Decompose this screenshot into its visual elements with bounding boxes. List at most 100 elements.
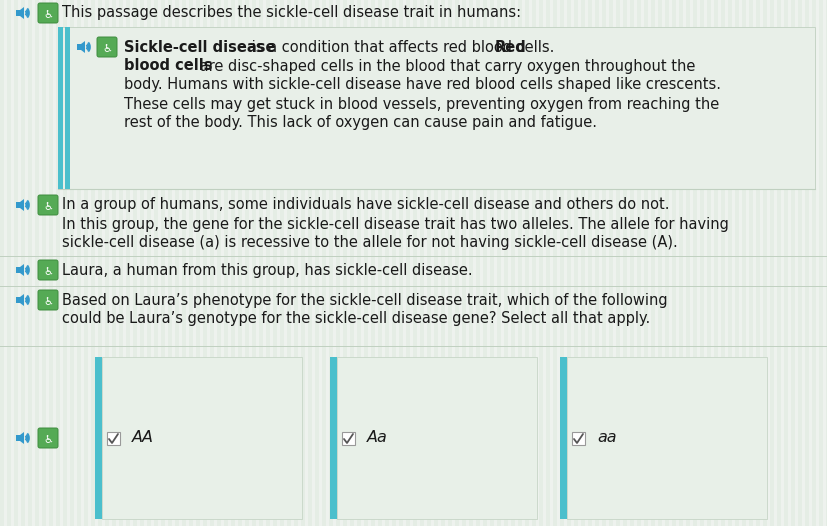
- Bar: [217, 0, 221, 526]
- FancyBboxPatch shape: [38, 290, 58, 310]
- Bar: [21, 0, 25, 526]
- Bar: [735, 0, 739, 526]
- FancyBboxPatch shape: [65, 27, 70, 189]
- Text: ♿: ♿: [43, 296, 53, 306]
- Bar: [56, 0, 60, 526]
- Bar: [679, 0, 682, 526]
- Bar: [700, 0, 704, 526]
- Bar: [112, 0, 116, 526]
- Text: could be Laura’s genotype for the sickle-cell disease gene? Select all that appl: could be Laura’s genotype for the sickle…: [62, 311, 650, 327]
- FancyBboxPatch shape: [342, 431, 355, 444]
- Text: These cells may get stuck in blood vessels, preventing oxygen from reaching the: These cells may get stuck in blood vesse…: [124, 96, 719, 112]
- Bar: [574, 0, 577, 526]
- Bar: [441, 0, 444, 526]
- Bar: [581, 0, 585, 526]
- Bar: [532, 0, 536, 526]
- Text: body. Humans with sickle-cell disease have red blood cells shaped like crescents: body. Humans with sickle-cell disease ha…: [124, 77, 721, 93]
- FancyBboxPatch shape: [567, 357, 767, 519]
- Text: AA: AA: [132, 430, 154, 446]
- Text: ♿: ♿: [43, 201, 53, 211]
- FancyBboxPatch shape: [337, 357, 537, 519]
- Bar: [154, 0, 157, 526]
- Text: are disc-shaped cells in the blood that carry oxygen throughout the: are disc-shaped cells in the blood that …: [195, 58, 696, 74]
- Bar: [686, 0, 690, 526]
- Text: is a condition that affects red blood cells.: is a condition that affects red blood ce…: [246, 39, 558, 55]
- Bar: [497, 0, 500, 526]
- Bar: [196, 0, 199, 526]
- FancyBboxPatch shape: [560, 357, 567, 519]
- Bar: [672, 0, 676, 526]
- Text: Based on Laura’s phenotype for the sickle-cell disease trait, which of the follo: Based on Laura’s phenotype for the sickl…: [62, 292, 667, 308]
- Bar: [595, 0, 599, 526]
- Text: blood cells: blood cells: [124, 58, 213, 74]
- Text: Laura, a human from this group, has sickle-cell disease.: Laura, a human from this group, has sick…: [62, 262, 472, 278]
- Bar: [819, 0, 823, 526]
- Bar: [476, 0, 480, 526]
- Bar: [805, 0, 809, 526]
- Bar: [203, 0, 207, 526]
- FancyBboxPatch shape: [572, 431, 585, 444]
- Bar: [140, 0, 144, 526]
- Bar: [63, 0, 66, 526]
- Text: sickle-cell disease (a) is recessive to the allele for not having sickle-cell di: sickle-cell disease (a) is recessive to …: [62, 236, 678, 250]
- Bar: [693, 0, 696, 526]
- Text: Red: Red: [495, 39, 527, 55]
- Text: ♿: ♿: [43, 434, 53, 444]
- Bar: [651, 0, 654, 526]
- Bar: [609, 0, 613, 526]
- Bar: [35, 0, 39, 526]
- Text: rest of the body. This lack of oxygen can cause pain and fatigue.: rest of the body. This lack of oxygen ca…: [124, 116, 597, 130]
- FancyBboxPatch shape: [58, 27, 815, 189]
- Bar: [273, 0, 276, 526]
- Bar: [644, 0, 648, 526]
- Bar: [756, 0, 759, 526]
- Bar: [91, 0, 94, 526]
- Bar: [350, 0, 353, 526]
- Bar: [385, 0, 389, 526]
- Polygon shape: [77, 41, 85, 53]
- Bar: [378, 0, 381, 526]
- Text: In a group of humans, some individuals have sickle-cell disease and others do no: In a group of humans, some individuals h…: [62, 197, 670, 213]
- Bar: [168, 0, 171, 526]
- Bar: [637, 0, 640, 526]
- Bar: [308, 0, 312, 526]
- Bar: [126, 0, 130, 526]
- Bar: [616, 0, 619, 526]
- Polygon shape: [16, 432, 24, 444]
- Bar: [777, 0, 781, 526]
- Bar: [448, 0, 452, 526]
- Bar: [525, 0, 528, 526]
- Bar: [49, 0, 52, 526]
- Bar: [336, 0, 340, 526]
- Bar: [721, 0, 724, 526]
- Text: In this group, the gene for the sickle-cell disease trait has two alleles. The a: In this group, the gene for the sickle-c…: [62, 217, 729, 231]
- Bar: [518, 0, 522, 526]
- Bar: [469, 0, 472, 526]
- Bar: [371, 0, 375, 526]
- Bar: [455, 0, 458, 526]
- Bar: [392, 0, 395, 526]
- Bar: [70, 0, 74, 526]
- Bar: [560, 0, 563, 526]
- Bar: [511, 0, 514, 526]
- FancyBboxPatch shape: [58, 27, 63, 189]
- Bar: [658, 0, 662, 526]
- FancyBboxPatch shape: [107, 431, 120, 444]
- Bar: [182, 0, 185, 526]
- Bar: [504, 0, 508, 526]
- FancyBboxPatch shape: [95, 357, 102, 519]
- Bar: [798, 0, 801, 526]
- Polygon shape: [16, 294, 24, 306]
- Bar: [364, 0, 367, 526]
- Bar: [133, 0, 136, 526]
- Bar: [763, 0, 767, 526]
- Bar: [84, 0, 88, 526]
- Bar: [490, 0, 494, 526]
- Text: ♿: ♿: [43, 9, 53, 19]
- Bar: [105, 0, 108, 526]
- Bar: [224, 0, 227, 526]
- Bar: [7, 0, 11, 526]
- Text: Sickle-cell disease: Sickle-cell disease: [124, 39, 275, 55]
- Bar: [728, 0, 732, 526]
- Bar: [42, 0, 45, 526]
